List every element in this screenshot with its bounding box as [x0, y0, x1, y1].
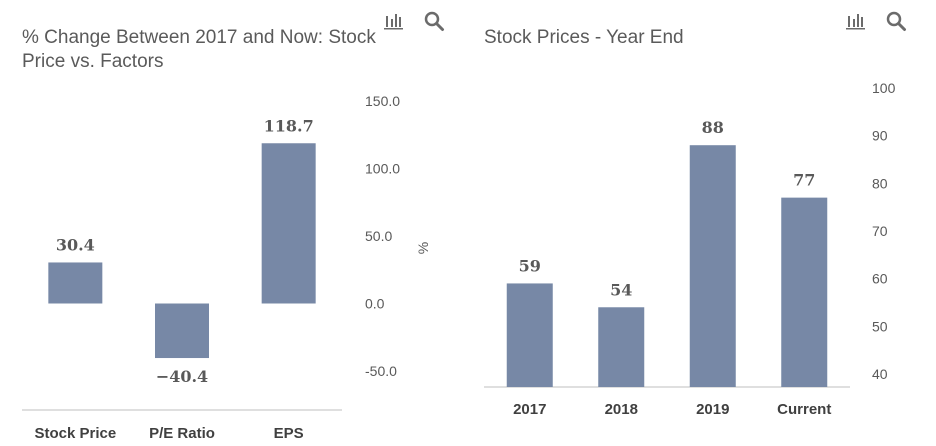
- bar-chart-stock-prices: 100 90 80 70 60 50 40 59 2017 54 2018 88 2019 77 Curre…: [484, 80, 896, 418]
- x-tick-label: 2019: [696, 401, 729, 418]
- bar: [598, 307, 645, 387]
- data-label: 30.4: [56, 235, 95, 254]
- bar-chart-factors: 150.0 100.0 50.0 0.0 -50.0% 30.4 Stock Price −4…: [22, 93, 431, 442]
- chart-toolbar: [845, 10, 907, 32]
- data-label: 54: [610, 280, 632, 299]
- y-tick-label: 50: [872, 318, 888, 334]
- chart-title-line-1: Stock Prices - Year End: [484, 27, 684, 48]
- bar-chart-icon[interactable]: [845, 10, 867, 32]
- bar: [155, 303, 209, 359]
- chart-title: % Change Between 2017 and Now: Stock Pri…: [22, 26, 442, 74]
- chart-panel-stock-prices: Stock Prices - Year End 100 90 80 70 60 50 40 5…: [468, 0, 936, 446]
- bar: [261, 143, 316, 304]
- data-label: −40.4: [156, 367, 208, 386]
- x-tick-label: 2017: [513, 401, 546, 418]
- chart-title-line-1: % Change Between 2017 and Now: Stock: [22, 27, 376, 48]
- y-tick-label: 100.0: [365, 161, 400, 177]
- data-label: 59: [519, 256, 541, 275]
- x-tick-label: Current: [777, 401, 831, 418]
- y-tick-label: 70: [872, 223, 888, 239]
- y-tick-label: 100: [872, 80, 896, 96]
- x-tick-label: P/E Ratio: [149, 425, 215, 442]
- data-label: 88: [702, 118, 724, 137]
- chart-title-line-2: Price vs. Factors: [22, 51, 164, 72]
- x-tick-label: 2018: [605, 401, 638, 418]
- y-tick-label: 150.0: [365, 93, 400, 109]
- bar: [48, 262, 103, 304]
- y-axis-label: %: [415, 242, 431, 254]
- y-tick-label: 0.0: [365, 296, 385, 312]
- y-tick-label: 60: [872, 271, 888, 287]
- y-tick-label: 90: [872, 128, 888, 144]
- search-icon[interactable]: [423, 10, 445, 32]
- chart-toolbar: [383, 10, 445, 32]
- bar-chart-icon[interactable]: [383, 10, 405, 32]
- bar: [689, 145, 736, 387]
- chart-title: Stock Prices - Year End: [484, 26, 844, 50]
- x-tick-label: EPS: [274, 425, 304, 442]
- y-tick-label: -50.0: [365, 363, 397, 379]
- bar: [781, 197, 828, 387]
- x-tick-label: Stock Price: [34, 425, 116, 442]
- y-tick-label: 50.0: [365, 228, 392, 244]
- bar: [506, 283, 553, 387]
- y-tick-label: 80: [872, 175, 888, 191]
- chart-panel-factors: % Change Between 2017 and Now: Stock Pri…: [22, 10, 445, 442]
- y-tick-label: 40: [872, 366, 888, 382]
- data-label: 118.7: [264, 116, 314, 135]
- data-label: 77: [793, 171, 815, 190]
- search-icon[interactable]: [885, 10, 907, 32]
